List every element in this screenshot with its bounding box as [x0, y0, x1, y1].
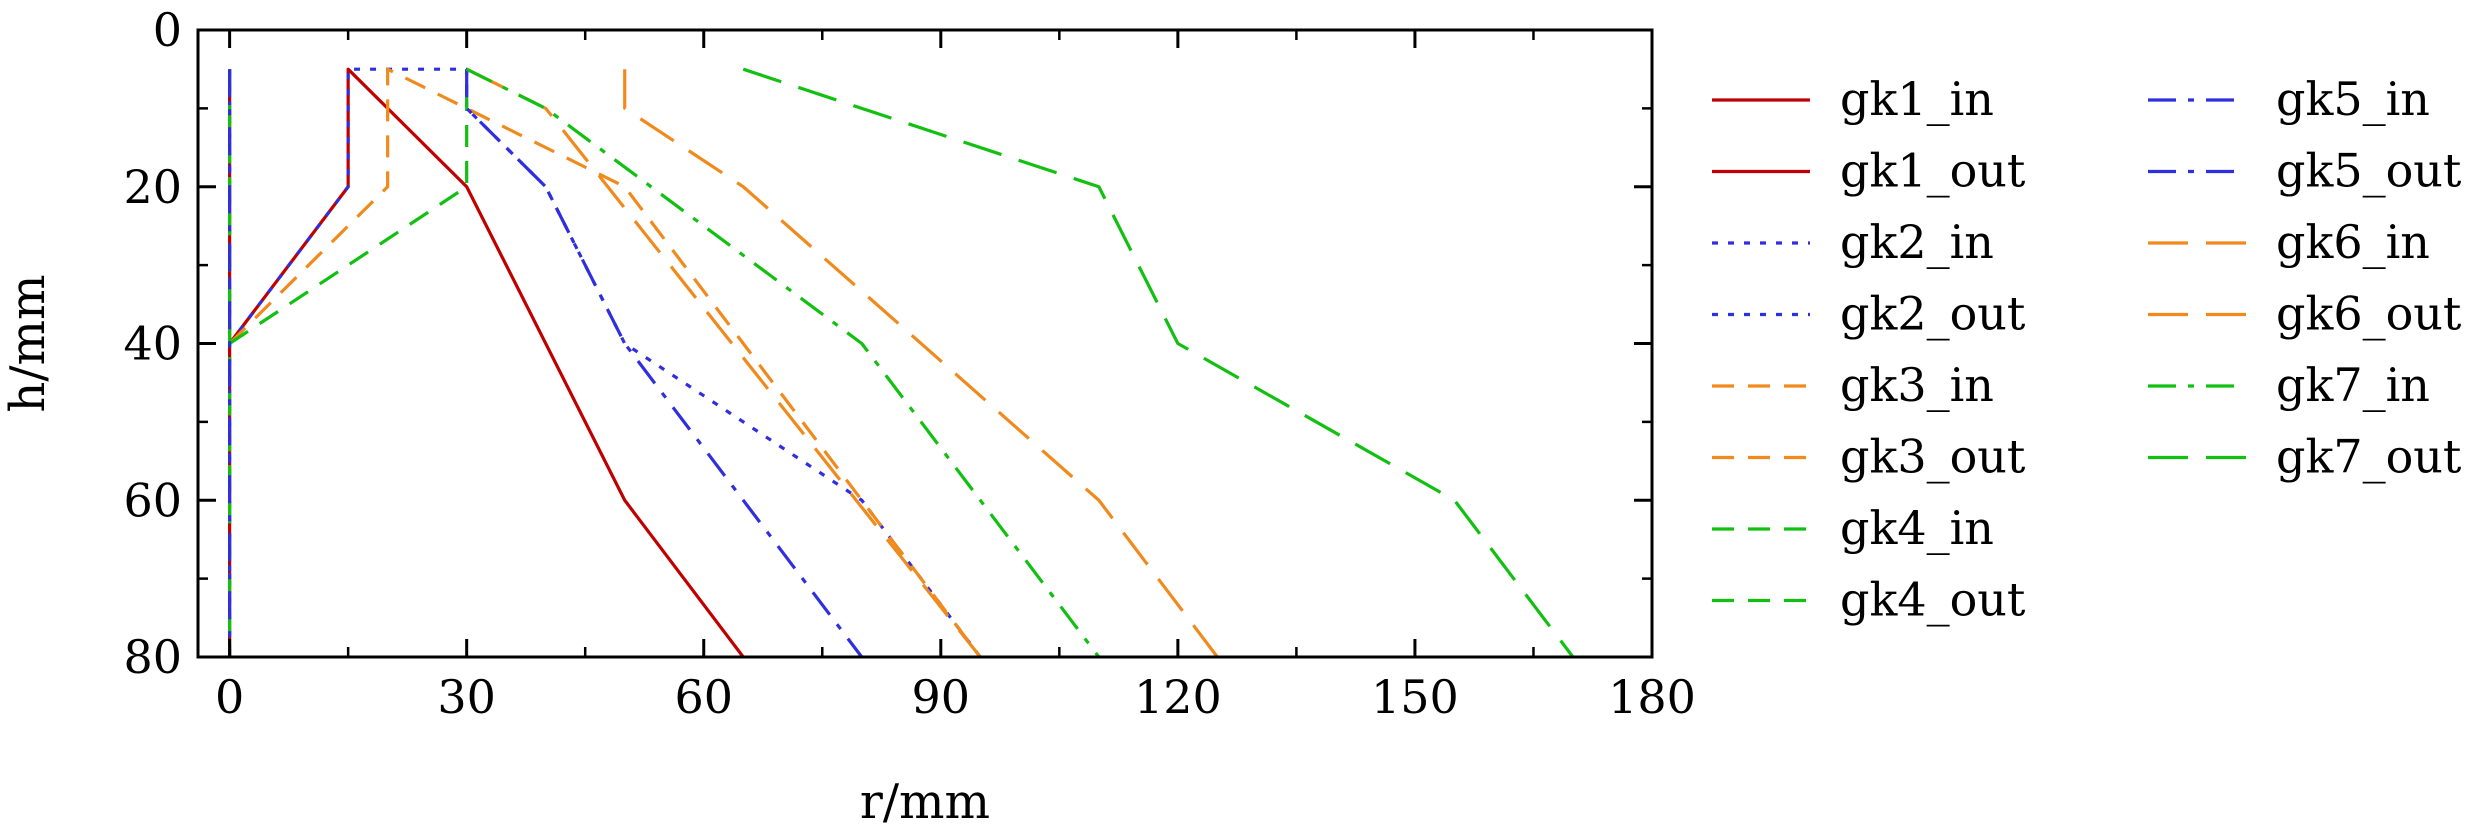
x-tick-labels: 0 30 60 90 120 150 180 — [215, 670, 1696, 724]
series-line-gk6_in — [623, 69, 1219, 658]
legend-label: gk1_out — [1840, 144, 2026, 198]
legend-label: gk4_in — [1840, 501, 1994, 555]
legend-label: gk5_in — [2276, 72, 2430, 126]
legend-item-gk1_in: gk1_in — [1712, 72, 1994, 126]
legend-item-gk7_out: gk7_out — [2148, 430, 2462, 484]
legend-item-gk5_in: gk5_in — [2148, 72, 2430, 126]
y-tick-label: 80 — [123, 630, 182, 684]
x-tick-label: 180 — [1608, 670, 1696, 724]
series-line-gk7_in — [465, 67, 1101, 658]
legend-label: gk7_out — [2276, 430, 2462, 484]
legend-label: gk6_out — [2276, 287, 2462, 341]
x-tick-label: 0 — [215, 670, 244, 724]
series-line-gk1_out — [228, 67, 745, 658]
legend-item-gk6_out: gk6_out — [2148, 287, 2462, 341]
legend-item-gk4_in: gk4_in — [1712, 501, 1994, 555]
legend-label: gk3_in — [1840, 358, 1994, 412]
x-axis-label: r/mm — [860, 774, 990, 830]
series-line-gk7_out — [742, 67, 1575, 658]
series-line-gk2_out — [228, 67, 982, 658]
plot-frame — [196, 28, 1654, 659]
legend-label: gk6_in — [2276, 215, 2430, 269]
legend-item-gk3_in: gk3_in — [1712, 358, 1994, 412]
y-tick-label: 0 — [153, 3, 182, 57]
legend-label: gk4_out — [1840, 573, 2026, 627]
plot-lines — [228, 67, 1575, 658]
series-line-gk3_out — [228, 67, 982, 658]
x-tick-label: 90 — [912, 670, 971, 724]
legend-label: gk1_in — [1840, 72, 1994, 126]
y-axis-label: h/mm — [0, 274, 56, 412]
legend-item-gk6_in: gk6_in — [2148, 215, 2430, 269]
legend-item-gk1_out: gk1_out — [1712, 144, 2026, 198]
legend: gk1_ingk1_outgk2_ingk2_outgk3_ingk3_outg… — [1712, 72, 2462, 627]
y-tick-label: 40 — [123, 317, 182, 371]
legend-item-gk5_out: gk5_out — [2148, 144, 2462, 198]
legend-item-gk2_in: gk2_in — [1712, 215, 1994, 269]
legend-label: gk5_out — [2276, 144, 2462, 198]
x-tick-label: 120 — [1134, 670, 1222, 724]
x-tick-label: 150 — [1371, 670, 1459, 724]
x-tick-label: 30 — [437, 670, 496, 724]
y-tick-label: 20 — [123, 160, 182, 214]
legend-item-gk2_out: gk2_out — [1712, 287, 2026, 341]
series-line-gk4_out — [228, 69, 469, 345]
series-line-gk6_out — [465, 67, 982, 658]
legend-label: gk2_out — [1840, 287, 2026, 341]
legend-label: gk3_out — [1840, 430, 2026, 484]
legend-item-gk3_out: gk3_out — [1712, 430, 2026, 484]
legend-item-gk7_in: gk7_in — [2148, 358, 2430, 412]
legend-label: gk2_in — [1840, 215, 1994, 269]
legend-item-gk4_out: gk4_out — [1712, 573, 2026, 627]
y-tick-labels: 0 20 40 60 80 — [123, 3, 182, 684]
legend-label: gk7_in — [2276, 358, 2430, 412]
series-line-gk5_out — [465, 69, 864, 658]
axis-ticks — [198, 28, 1654, 659]
y-tick-label: 60 — [123, 473, 182, 527]
x-tick-label: 60 — [674, 670, 733, 724]
